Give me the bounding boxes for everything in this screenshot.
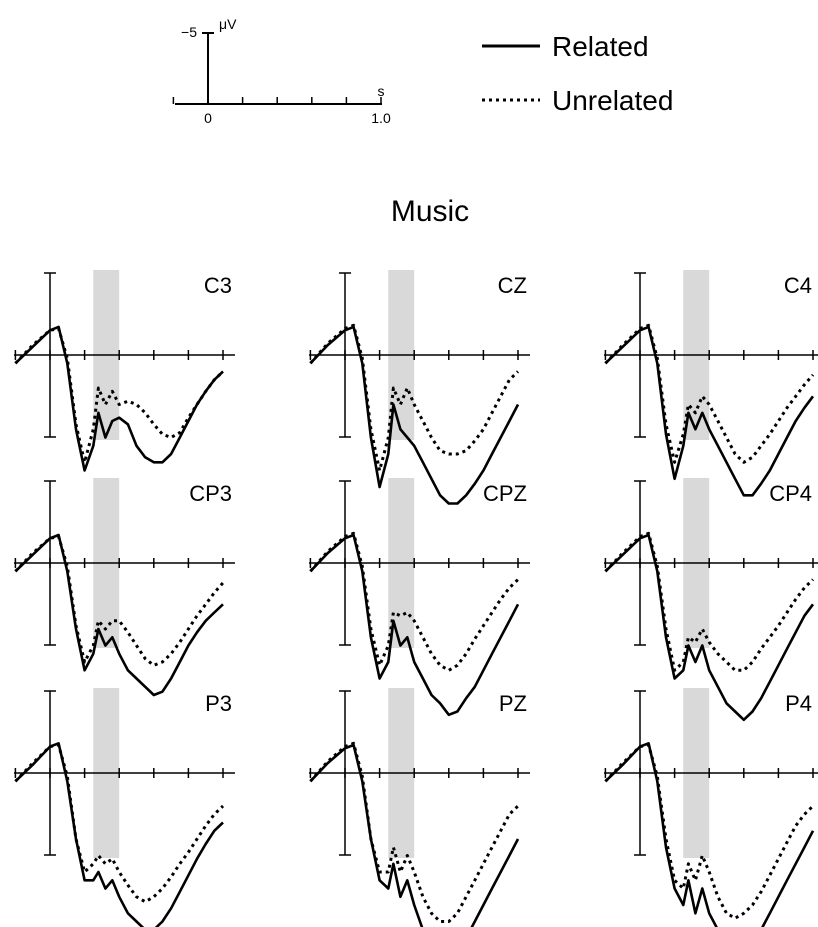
channel-label: PZ <box>499 691 527 716</box>
channel-label: P3 <box>205 691 232 716</box>
erp-panel-c3: C3 <box>14 270 235 472</box>
scale-bar-time-start: 0 <box>204 110 212 126</box>
legend-label-unrelated: Unrelated <box>552 85 673 116</box>
series-related-c4 <box>604 325 815 497</box>
series-related-cp4 <box>604 533 815 722</box>
series-related-p3 <box>14 741 224 927</box>
scale-bar-ticks <box>172 97 382 104</box>
series-related-pz <box>309 743 520 927</box>
channel-label: CP4 <box>769 481 812 506</box>
channel-label: C4 <box>784 273 812 298</box>
erp-panel-cp3: CP3 <box>14 478 235 697</box>
channel-label: C3 <box>204 273 232 298</box>
channel-label: CP3 <box>189 481 232 506</box>
erp-panel-p3: P3 <box>14 688 235 927</box>
series-unrelated-c3 <box>14 327 225 464</box>
series-related-cpz <box>309 533 520 717</box>
channel-label: P4 <box>785 691 812 716</box>
scale-bar-amplitude-unit: μV <box>219 16 237 32</box>
series-related-cp3 <box>14 533 224 697</box>
channel-label: CPZ <box>483 481 527 506</box>
series-related-c3 <box>14 325 224 472</box>
scale-bar-time-end: 1.0 <box>371 110 391 126</box>
series-related-cz <box>309 325 520 505</box>
erp-panel-p4: P4 <box>604 688 818 927</box>
panel-grid: C3 CZ C4 CP3 CPZ CP4 P3 PZ P4 <box>14 270 818 927</box>
channel-label: CZ <box>498 273 527 298</box>
legend-label-related: Related <box>552 31 649 62</box>
erp-panel-c4: C4 <box>604 270 818 497</box>
erp-panel-cz: CZ <box>309 270 530 505</box>
scale-bar-time-unit: s <box>378 83 385 99</box>
chart-title: Music <box>391 195 469 228</box>
erp-panel-pz: PZ <box>309 688 530 927</box>
erp-panel-cpz: CPZ <box>309 478 530 717</box>
series-unrelated-cp3 <box>14 535 225 667</box>
legend: Related Unrelated <box>482 31 673 116</box>
series-related-p4 <box>604 741 815 927</box>
erp-panel-cp4: CP4 <box>604 478 818 722</box>
scale-bar: −5 μV s 0 1.0 <box>172 16 391 126</box>
scale-bar-amplitude-label: −5 <box>181 24 197 40</box>
